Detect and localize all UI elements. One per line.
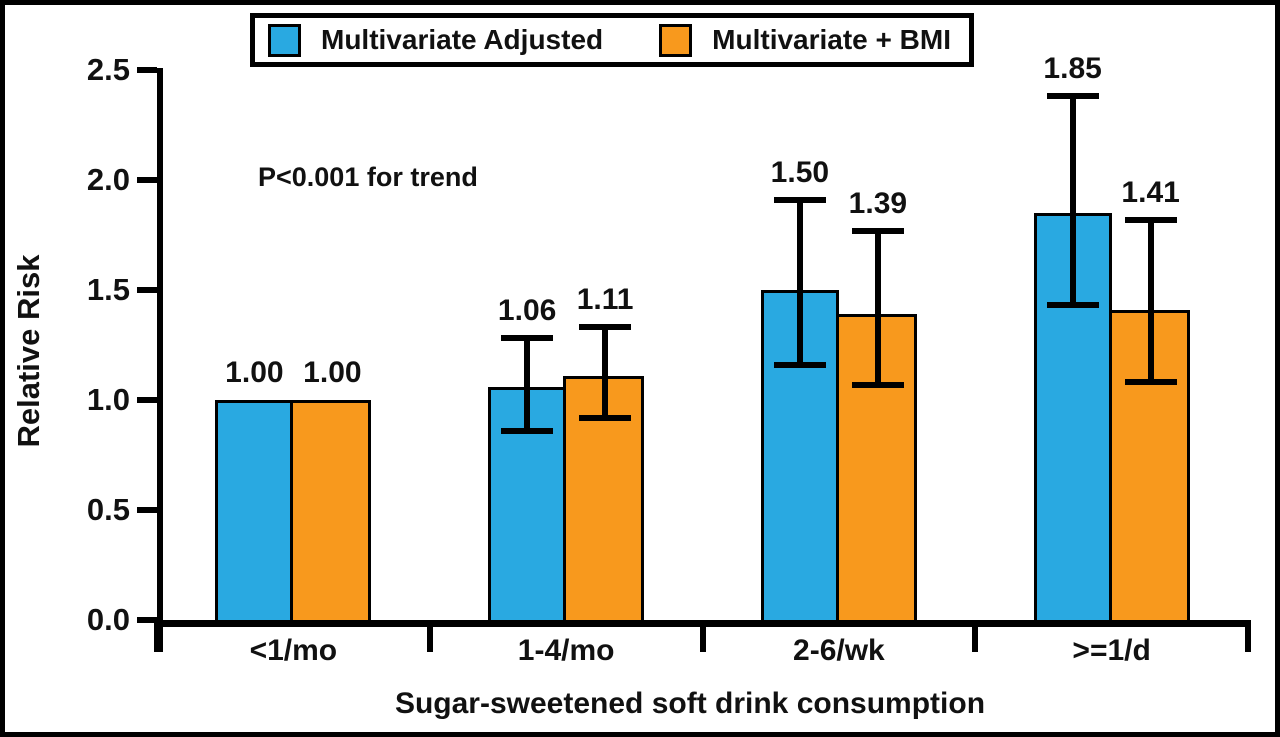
x-axis-tick (426, 620, 433, 652)
error-bar-line (1069, 96, 1076, 306)
bar-value-label: 1.39 (848, 186, 908, 220)
bar-value-label: 1.00 (303, 356, 362, 389)
y-axis-tick (137, 617, 157, 623)
bar-value-label: 1.41 (1121, 175, 1180, 209)
error-bar-cap-top (1046, 93, 1099, 100)
error-bar-line (602, 327, 609, 418)
error-bar-cap-bottom (501, 427, 554, 434)
error-bar-cap-bottom (1046, 302, 1099, 309)
error-bar-cap-top (1124, 216, 1177, 223)
error-bar-line (524, 338, 531, 431)
x-category-label: 2-6/wk (793, 634, 885, 667)
error-bar-cap-bottom (579, 414, 632, 421)
legend-label: Multivariate + BMI (712, 24, 951, 55)
y-tick-label: 1.0 (86, 382, 130, 417)
error-bar-line (796, 199, 803, 365)
x-axis-title: Sugar-sweetened soft drink consumption (394, 687, 986, 720)
y-axis-tick (137, 287, 157, 293)
bar-multivariate-adjusted (215, 400, 294, 623)
p-value-annotation: P<0.001 for trend (258, 162, 478, 192)
bar-value-label: 1.00 (225, 356, 284, 389)
x-axis-tick (972, 620, 979, 652)
y-tick-label: 0.0 (86, 602, 130, 637)
y-tick-label: 1.5 (86, 272, 130, 307)
error-bar-line (1147, 219, 1154, 383)
error-bar-cap-top (579, 324, 632, 331)
x-category-label: 1-4/mo (517, 634, 615, 667)
error-bar-cap-top (501, 335, 554, 342)
y-axis-title: Relative Risk (11, 254, 46, 448)
legend-item-multivariate-adjusted: Multivariate Adjusted (268, 23, 604, 57)
legend-swatch-orange (659, 23, 693, 57)
error-bar-cap-top (773, 196, 826, 203)
x-axis-tick (1245, 620, 1251, 652)
y-tick-label: 2.5 (86, 52, 130, 87)
error-bar-cap-bottom (773, 361, 826, 368)
bar-value-label: 1.06 (497, 294, 557, 328)
legend-swatch-blue (268, 23, 301, 57)
error-bar-cap-bottom (851, 381, 904, 388)
y-tick-label: 0.5 (86, 492, 130, 527)
x-axis-tick (154, 620, 160, 652)
error-bar-line (874, 230, 881, 385)
y-axis-tick (137, 177, 157, 183)
x-axis-tick (699, 620, 706, 652)
x-category-label: <1/mo (249, 634, 338, 667)
bar-multivariate-bmi (290, 400, 372, 623)
legend-item-multivariate-bmi: Multivariate + BMI (659, 23, 951, 57)
y-axis-tick (137, 507, 157, 513)
error-bar-cap-top (851, 227, 904, 234)
y-axis-line (157, 68, 163, 652)
bar-value-label: 1.85 (1043, 52, 1102, 86)
y-axis-tick (137, 397, 157, 403)
x-category-label: >=1/d (1072, 634, 1151, 667)
y-axis-tick (137, 67, 157, 73)
error-bar-cap-bottom (1124, 379, 1177, 386)
y-tick-label: 2.0 (86, 162, 130, 197)
bar-value-label: 1.50 (770, 155, 830, 189)
legend-label: Multivariate Adjusted (321, 24, 604, 55)
chart-legend: Multivariate Adjusted Multivariate + BMI (250, 13, 974, 67)
bar-value-label: 1.11 (576, 283, 634, 317)
